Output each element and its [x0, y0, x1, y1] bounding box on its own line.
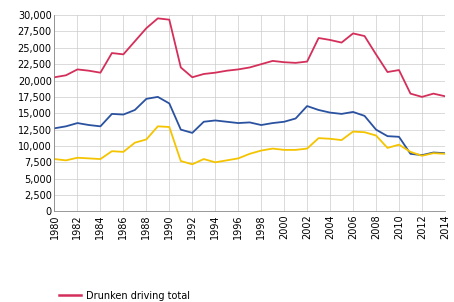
Legend: Drunken driving total, Aggravated drunken driving, Drunken driving: Drunken driving total, Aggravated drunke…	[59, 291, 222, 302]
